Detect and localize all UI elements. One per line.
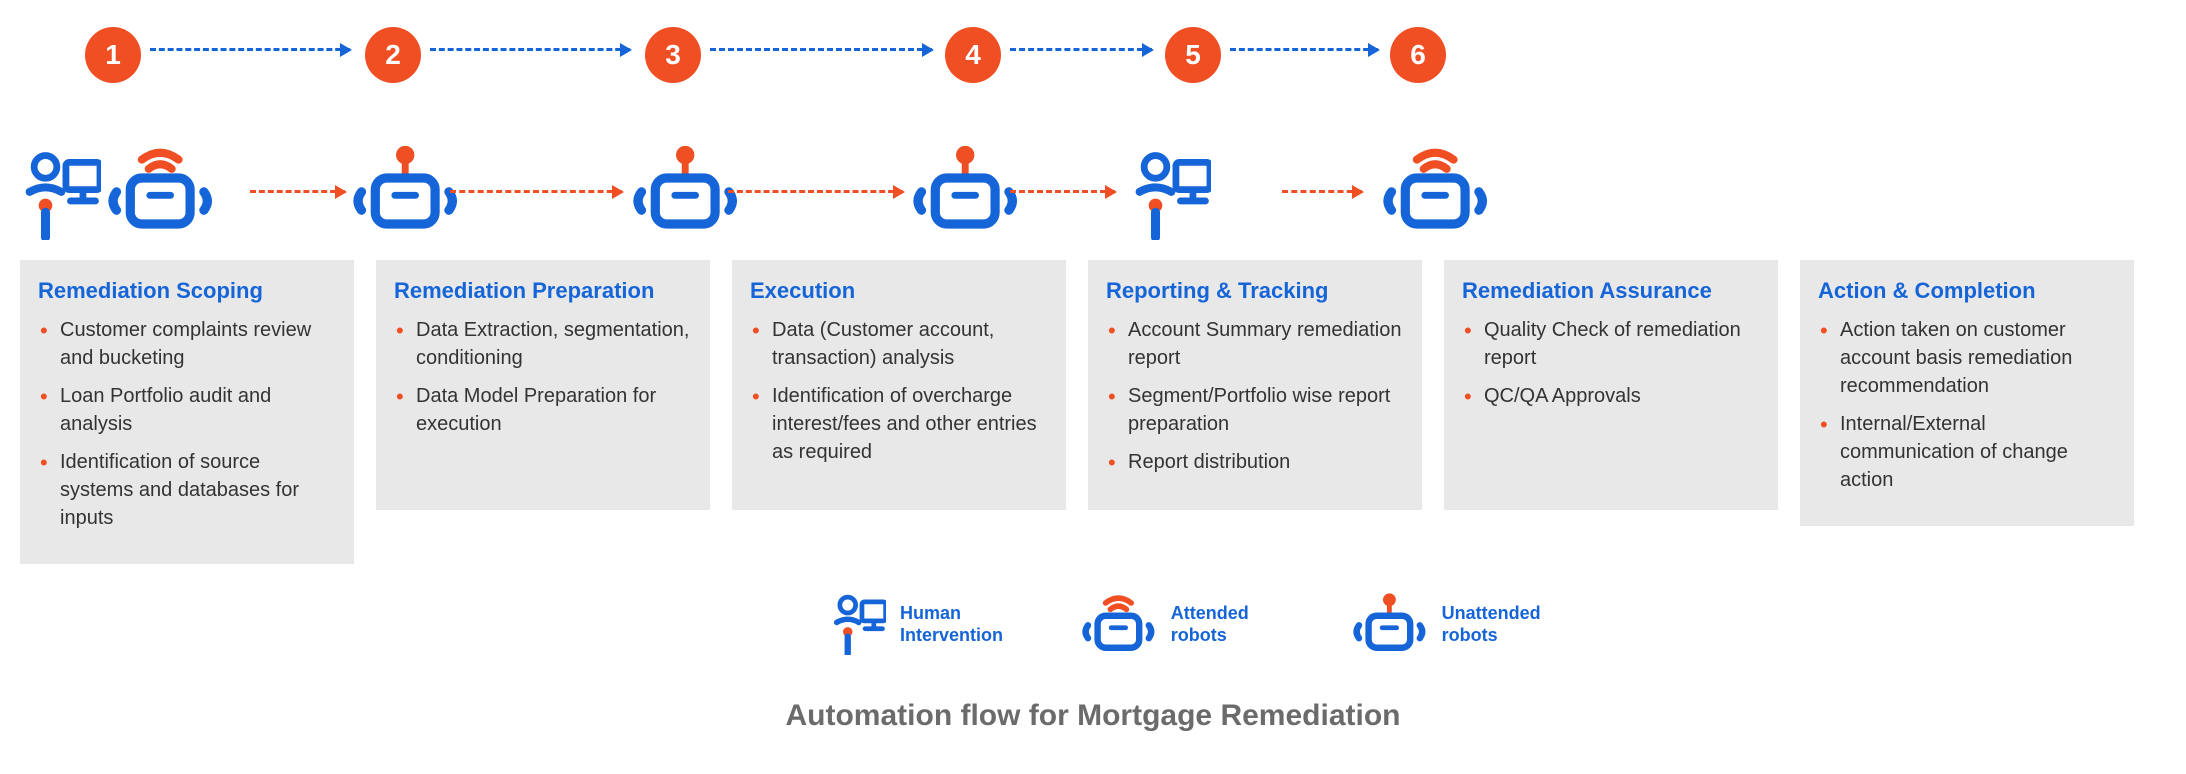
- card-bullet: Report distribution: [1106, 448, 1404, 476]
- robot-icon: [1080, 590, 1157, 659]
- human-icon: [1130, 151, 1211, 240]
- legend-label: Human Intervention: [900, 603, 1020, 646]
- step-icon-5: [1130, 151, 1211, 240]
- icon-arrow: [1010, 190, 1115, 193]
- card-bullet: Data Model Preparation for execution: [394, 382, 692, 438]
- step-number-6: 6: [1390, 27, 1446, 83]
- robot-icon: [105, 141, 215, 240]
- card-title: Remediation Scoping: [38, 278, 336, 304]
- icon-arrow: [1282, 190, 1362, 193]
- robot-icon: [910, 141, 1020, 240]
- card-bullet: Loan Portfolio audit and analysis: [38, 382, 336, 438]
- step-number-5: 5: [1165, 27, 1221, 83]
- card-bullet: Segment/Portfolio wise report preparatio…: [1106, 382, 1404, 438]
- card-bullets: Action taken on customer account basis r…: [1818, 316, 2116, 494]
- icon-arrow: [450, 190, 622, 193]
- legend-label: Attended robots: [1171, 603, 1291, 646]
- card-bullet: Customer complaints review and bucketing: [38, 316, 336, 372]
- step-card-1: Remediation Scoping Customer complaints r…: [20, 260, 354, 564]
- card-bullet: Quality Check of remediation report: [1462, 316, 1760, 372]
- step-card-5: Remediation Assurance Quality Check of re…: [1444, 260, 1778, 510]
- legend-icon: [1080, 590, 1157, 659]
- step-icon-6: [1380, 141, 1490, 240]
- step-arrow: [1230, 48, 1378, 51]
- card-title: Reporting & Tracking: [1106, 278, 1404, 304]
- card-bullet: QC/QA Approvals: [1462, 382, 1760, 410]
- legend-label: Unattended robots: [1442, 603, 1562, 646]
- step-number-4: 4: [945, 27, 1001, 83]
- diagram-caption: Automation flow for Mortgage Remediation: [10, 699, 2176, 733]
- step-card-4: Reporting & Tracking Account Summary reme…: [1088, 260, 1422, 510]
- step-icon-row: [10, 120, 2176, 240]
- automation-flow-diagram: 1 2 3 4 5 6: [10, 20, 2176, 659]
- step-number-3: 3: [645, 27, 701, 83]
- step-number-1: 1: [85, 27, 141, 83]
- card-bullet: Account Summary remediation report: [1106, 316, 1404, 372]
- card-bullets: Quality Check of remediation report QC/QA…: [1462, 316, 1760, 410]
- step-card-2: Remediation Preparation Data Extraction, …: [376, 260, 710, 510]
- card-bullet: Identification of source systems and dat…: [38, 448, 336, 532]
- robot-icon: [350, 141, 460, 240]
- card-bullets: Account Summary remediation report Segmen…: [1106, 316, 1404, 476]
- step-number-row: 1 2 3 4 5 6: [10, 20, 2176, 90]
- robot-icon: [630, 141, 740, 240]
- step-icon-1: [20, 141, 215, 240]
- step-icon-4: [910, 141, 1020, 240]
- step-card-3: Execution Data (Customer account, transac…: [732, 260, 1066, 510]
- card-bullet: Identification of overcharge interest/fe…: [750, 382, 1048, 466]
- card-title: Action & Completion: [1818, 278, 2116, 304]
- card-bullets: Data Extraction, segmentation, condition…: [394, 316, 692, 438]
- icon-arrow: [728, 190, 903, 193]
- icon-arrow: [250, 190, 345, 193]
- legend-icon: [1351, 590, 1428, 659]
- card-title: Remediation Preparation: [394, 278, 692, 304]
- step-arrow: [1010, 48, 1152, 51]
- human-icon: [830, 594, 886, 656]
- card-bullet: Action taken on customer account basis r…: [1818, 316, 2116, 400]
- step-arrow: [430, 48, 630, 51]
- human-icon: [20, 151, 101, 240]
- card-bullet: Data Extraction, segmentation, condition…: [394, 316, 692, 372]
- legend: Human Intervention Attended robots Unatt…: [10, 590, 2176, 659]
- robot-icon: [1380, 141, 1490, 240]
- legend-item: Attended robots: [1080, 590, 1291, 659]
- card-title: Remediation Assurance: [1462, 278, 1760, 304]
- legend-item: Human Intervention: [830, 590, 1020, 659]
- step-icon-2: [350, 141, 460, 240]
- step-number-2: 2: [365, 27, 421, 83]
- step-arrow: [150, 48, 350, 51]
- card-bullets: Customer complaints review and bucketing…: [38, 316, 336, 532]
- step-icon-3: [630, 141, 740, 240]
- step-arrow: [710, 48, 932, 51]
- step-cards-row: Remediation Scoping Customer complaints r…: [10, 260, 2176, 564]
- step-card-6: Action & Completion Action taken on custo…: [1800, 260, 2134, 526]
- card-title: Execution: [750, 278, 1048, 304]
- robot-icon: [1351, 590, 1428, 659]
- legend-icon: [830, 594, 886, 656]
- card-bullet: Internal/External communication of chang…: [1818, 410, 2116, 494]
- legend-item: Unattended robots: [1351, 590, 1562, 659]
- card-bullets: Data (Customer account, transaction) ana…: [750, 316, 1048, 466]
- card-bullet: Data (Customer account, transaction) ana…: [750, 316, 1048, 372]
